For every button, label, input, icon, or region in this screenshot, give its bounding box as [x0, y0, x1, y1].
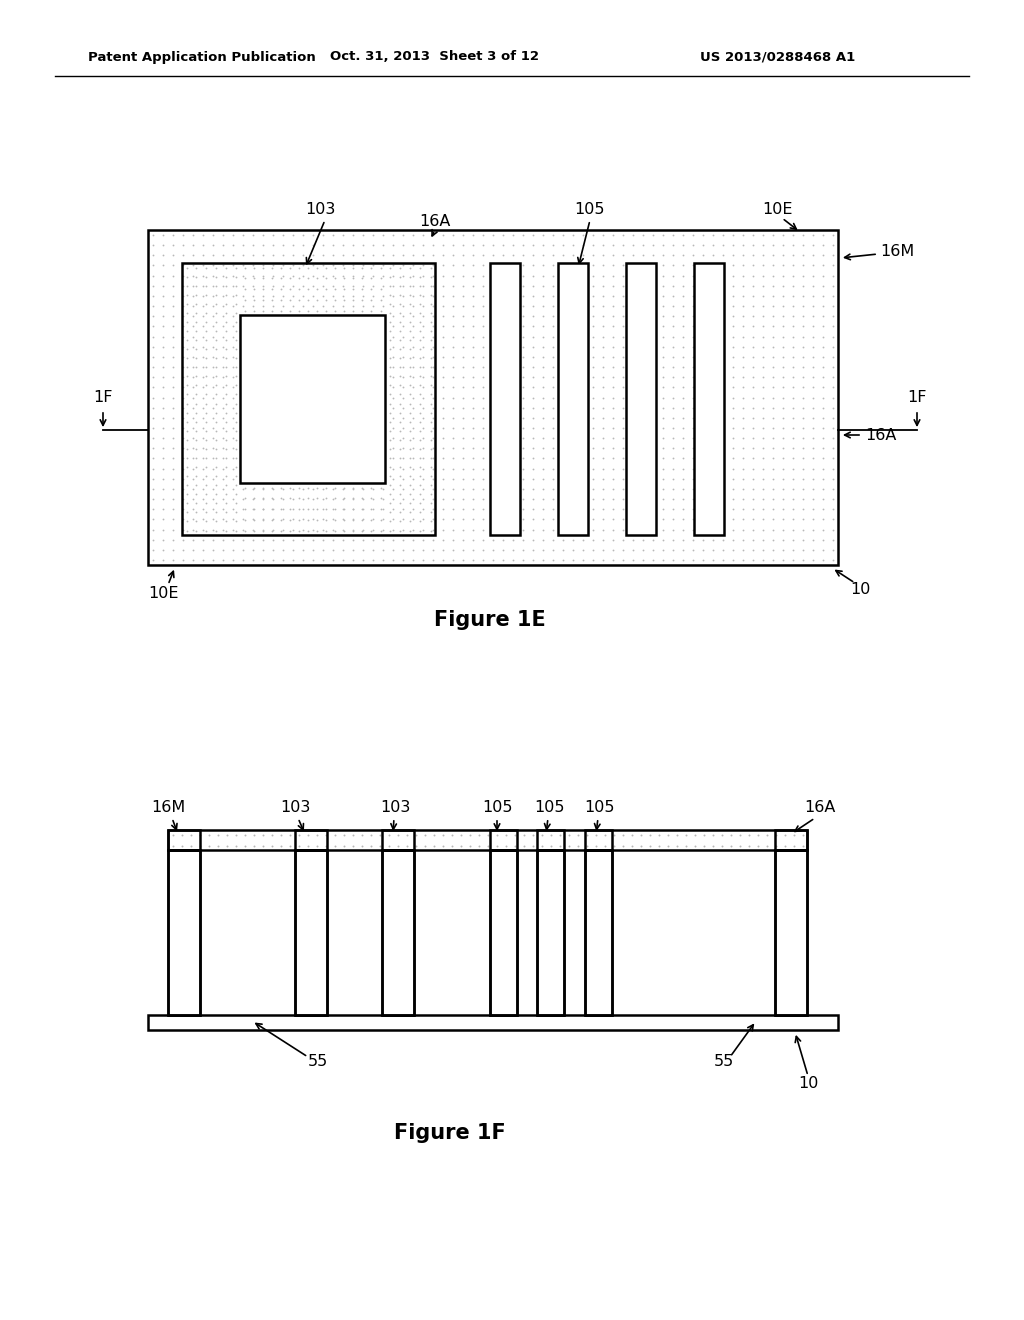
Text: 55: 55	[308, 1055, 328, 1069]
Text: 103: 103	[380, 800, 411, 816]
Text: 10E: 10E	[147, 586, 178, 601]
Bar	[168, 830, 807, 850]
Bar	[537, 830, 564, 850]
Bar	[168, 830, 200, 850]
Text: 105: 105	[481, 800, 512, 816]
Bar	[490, 850, 517, 1015]
Text: 16M: 16M	[880, 244, 914, 260]
Text: US 2013/0288468 A1: US 2013/0288468 A1	[700, 50, 855, 63]
Bar	[168, 850, 200, 1015]
Bar	[295, 850, 327, 1015]
Bar	[558, 263, 588, 535]
Bar	[148, 230, 838, 565]
Bar	[775, 850, 807, 1015]
Bar	[382, 850, 414, 1015]
Bar	[585, 850, 612, 1015]
Text: 10E: 10E	[763, 202, 794, 218]
Text: 55: 55	[714, 1055, 734, 1069]
Bar	[490, 263, 520, 535]
Bar	[775, 850, 807, 1015]
Bar	[148, 1015, 838, 1030]
Bar	[585, 850, 612, 1015]
Text: 16M: 16M	[151, 800, 185, 816]
Bar	[382, 850, 414, 1015]
Text: 1F: 1F	[907, 391, 927, 405]
Text: 16A: 16A	[419, 214, 451, 230]
Bar	[182, 263, 435, 535]
Bar	[295, 850, 327, 1015]
Text: 10: 10	[798, 1076, 818, 1090]
Bar	[490, 850, 517, 1015]
Text: 105: 105	[574, 202, 605, 218]
Text: 103: 103	[280, 800, 310, 816]
Text: 10: 10	[850, 582, 870, 598]
Text: Figure 1F: Figure 1F	[394, 1123, 506, 1143]
Bar	[490, 830, 517, 850]
Text: 103: 103	[305, 202, 335, 218]
Text: 105: 105	[585, 800, 615, 816]
Bar	[626, 263, 656, 535]
Text: Figure 1E: Figure 1E	[434, 610, 546, 630]
Text: Patent Application Publication: Patent Application Publication	[88, 50, 315, 63]
Text: Oct. 31, 2013  Sheet 3 of 12: Oct. 31, 2013 Sheet 3 of 12	[331, 50, 540, 63]
Bar	[240, 315, 385, 483]
Bar	[694, 263, 724, 535]
Text: 16A: 16A	[804, 800, 836, 816]
Bar	[295, 830, 327, 850]
Bar	[168, 850, 200, 1015]
Bar	[537, 850, 564, 1015]
Bar	[537, 850, 564, 1015]
Text: 1F: 1F	[93, 391, 113, 405]
Bar	[775, 830, 807, 850]
Bar	[585, 830, 612, 850]
Text: 105: 105	[534, 800, 564, 816]
Bar	[382, 830, 414, 850]
Text: 16A: 16A	[865, 428, 896, 442]
